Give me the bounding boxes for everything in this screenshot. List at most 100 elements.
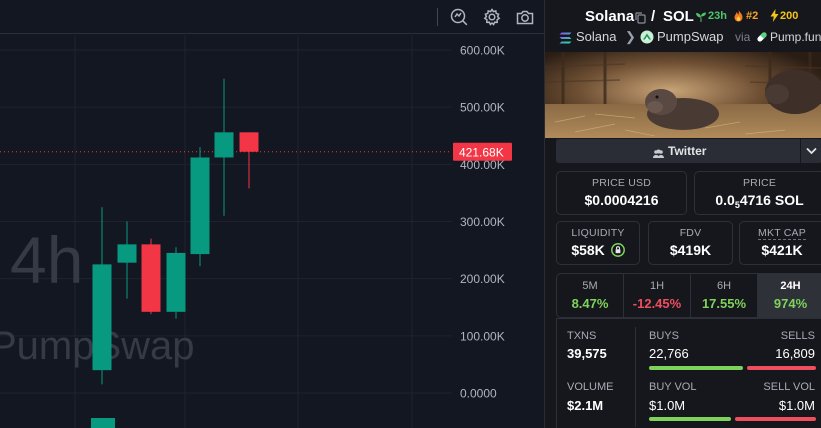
- copy-icon[interactable]: [635, 11, 646, 24]
- price-sol-label: PRICE: [742, 177, 777, 189]
- sell-vol-label: SELL VOL: [763, 381, 815, 393]
- timeframe-watermark: 4h: [10, 223, 83, 297]
- liquidity-label: LIQUIDITY: [571, 227, 625, 239]
- buys-ratio-bar: [649, 366, 743, 370]
- price-axis-tick: 100.00K: [460, 329, 505, 343]
- txns-value: 39,575: [567, 346, 607, 361]
- users-icon: [653, 146, 664, 158]
- buys-label: BUYS: [649, 330, 679, 342]
- price-axis-tick: 500.00K: [460, 101, 505, 115]
- liquidity-card: LIQUIDITY $58K: [556, 221, 640, 265]
- sells-label: SELLS: [780, 330, 815, 342]
- price-chart[interactable]: 4hPumpSwap600.00K500.00K400.00K300.00K20…: [0, 0, 544, 428]
- tab-1h[interactable]: 1H -12.45%: [624, 274, 691, 317]
- txn-stats: TXNS 39,575 BUYS 22,766 SELLS 16,809 VOL…: [556, 318, 821, 428]
- price-axis-tick: 300.00K: [460, 215, 505, 229]
- pair-separator: /: [651, 8, 656, 25]
- price-usd-value: $0.0004216: [584, 192, 659, 208]
- dex-link[interactable]: PumpSwap: [657, 29, 724, 44]
- sell-vol-value: $1.0M: [778, 398, 815, 413]
- mkt-cap-card: MKT CAP $421K: [739, 221, 821, 265]
- price-axis-tick: 600.00K: [460, 44, 505, 58]
- tab-1h-change: -12.45%: [632, 296, 682, 311]
- buy-vol-label: BUY VOL: [649, 381, 697, 393]
- timeframe-tabs: 5M 8.47% 1H -12.45% 6H 17.55% 24H 974%: [556, 273, 821, 318]
- sells-ratio-bar: [747, 366, 816, 370]
- boost-count: 200: [780, 10, 799, 22]
- stats-divider: [635, 327, 636, 427]
- price-sol-zero-count: 5: [734, 200, 740, 210]
- tab-6h[interactable]: 6H 17.55%: [691, 274, 758, 317]
- tab-1h-label: 1H: [649, 280, 665, 292]
- tab-6h-label: 6H: [716, 280, 732, 292]
- candle-body: [214, 132, 234, 158]
- buy-vol-ratio-bar: [649, 417, 731, 421]
- tab-5m-label: 5M: [582, 280, 598, 292]
- current-price-tag: [453, 142, 512, 161]
- twitter-button[interactable]: Twitter: [556, 139, 800, 163]
- pair-header: Solana / SOL 23h #2 200: [545, 6, 821, 26]
- flame-icon: [733, 9, 744, 22]
- sells-value: 16,809: [775, 346, 815, 361]
- tab-24h-label: 24H: [780, 280, 801, 292]
- sell-vol-ratio-bar: [735, 417, 816, 421]
- chart-toolbar: [0, 0, 544, 34]
- socials-dropdown-button[interactable]: [801, 139, 821, 163]
- candle-body: [92, 264, 112, 371]
- price-axis-tick: 400.00K: [460, 158, 505, 172]
- toolbar-divider: [437, 8, 438, 26]
- chevron-down-icon: [806, 147, 817, 155]
- seedling-icon: [695, 10, 707, 22]
- volume-value: $2.1M: [567, 398, 604, 413]
- chevron-right-icon: ❯: [625, 29, 636, 44]
- price-usd-card: PRICE USD $0.0004216: [556, 171, 687, 215]
- indicator-icon[interactable]: [449, 7, 469, 27]
- txns-label: TXNS: [567, 330, 597, 342]
- price-sol-prefix: 0.0: [715, 192, 735, 208]
- mkt-cap-label[interactable]: MKT CAP: [758, 227, 806, 240]
- tab-24h[interactable]: 24H 974%: [758, 274, 821, 317]
- tab-5m[interactable]: 5M 8.47%: [557, 274, 624, 317]
- price-usd-label: PRICE USD: [592, 177, 651, 189]
- chain-link[interactable]: Solana: [576, 29, 617, 44]
- pair-quote-symbol: SOL: [663, 8, 694, 25]
- breadcrumb: Solana ❯ PumpSwap via Pump.fun: [545, 29, 821, 47]
- candle-body: [141, 244, 161, 312]
- fdv-value: $419K: [669, 242, 712, 258]
- via-label: via: [735, 30, 751, 44]
- candle-body: [117, 244, 137, 263]
- settings-icon[interactable]: [482, 7, 502, 27]
- pair-age: 23h: [708, 10, 727, 22]
- token-banner-image: [545, 52, 821, 138]
- price-sol-value: 0.054716 SOL: [695, 192, 821, 210]
- fdv-label: FDV: [679, 227, 702, 239]
- buys-value: 22,766: [649, 346, 689, 361]
- pair-base-symbol: Solana: [585, 8, 635, 25]
- pumpswap-icon: [640, 30, 654, 44]
- price-axis-tick: 200.00K: [460, 272, 505, 286]
- candle-body: [239, 132, 259, 152]
- volume-label: VOLUME: [567, 381, 614, 393]
- candle-body: [166, 252, 186, 312]
- chart-canvas[interactable]: 4hPumpSwap600.00K500.00K400.00K300.00K20…: [0, 35, 544, 428]
- price-sol-card: PRICE 0.054716 SOL: [694, 171, 821, 215]
- price-sol-digits: 4716 SOL: [739, 192, 804, 208]
- launchpad-link[interactable]: Pump.fun: [770, 30, 821, 44]
- pair-info-panel: Solana / SOL 23h #2 200 Solana ❯ P: [544, 0, 821, 428]
- mkt-cap-value: $421K: [761, 242, 803, 258]
- solana-icon: [559, 32, 572, 44]
- twitter-label: Twitter: [668, 144, 707, 158]
- current-price-label: 421.68K: [459, 145, 504, 159]
- tab-24h-change: 974%: [773, 296, 808, 311]
- buy-vol-value: $1.0M: [649, 398, 686, 413]
- camera-icon[interactable]: [515, 7, 535, 27]
- lightning-icon: [770, 9, 779, 22]
- candle-body: [190, 157, 210, 255]
- tab-6h-change: 17.55%: [701, 296, 747, 311]
- price-axis-tick: 0.0000: [460, 387, 497, 401]
- liquidity-value: $58K: [571, 242, 605, 258]
- lock-icon[interactable]: [610, 243, 625, 257]
- tab-5m-change: 8.47%: [571, 296, 609, 311]
- pill-icon: [756, 31, 768, 43]
- trending-rank: #2: [746, 10, 759, 22]
